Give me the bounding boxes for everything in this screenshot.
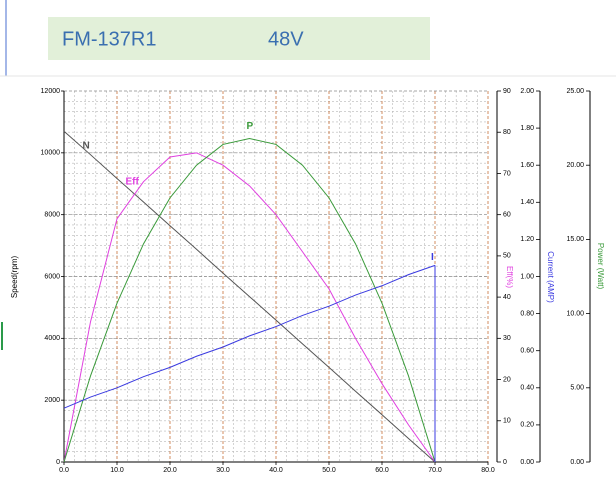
y3-tick-label: 0.80 [520, 310, 534, 317]
y4-tick-label: 5.00 [570, 385, 584, 392]
series-label: Eff [126, 176, 140, 187]
y3-tick-label: 0.00 [520, 459, 534, 466]
y2-tick-label: 60 [503, 212, 511, 219]
y2-tick-label: 10 [503, 418, 511, 425]
voltage: 48V [268, 28, 304, 50]
x-tick-label: 70.0 [428, 467, 442, 474]
x-tick-label: 30.0 [216, 467, 230, 474]
y-tick-label: 10000 [41, 150, 61, 157]
y3-tick-label: 1.60 [520, 162, 534, 169]
y3-axis-title: Current (AMP) [546, 251, 555, 303]
y-tick-label: 2000 [44, 397, 60, 404]
y2-tick-label: 0 [503, 459, 507, 466]
y4-axis-title: Power (Watt) [596, 243, 605, 290]
header-box [48, 17, 430, 60]
y-tick-label: 4000 [44, 335, 60, 342]
x-tick-label: 10.0 [110, 467, 124, 474]
y3-tick-label: 1.00 [520, 273, 534, 280]
y4-tick-label: 15.00 [566, 236, 584, 243]
y-tick-label: 12000 [41, 88, 61, 95]
y3-tick-label: 0.60 [520, 348, 534, 355]
series-line [63, 137, 436, 463]
y3-tick-label: 0.40 [520, 385, 534, 392]
model: FM-137R1 [62, 28, 156, 50]
y-tick-label: 8000 [44, 212, 60, 219]
y4-tick-label: 10.00 [566, 310, 584, 317]
y2-tick-label: 20 [503, 376, 511, 383]
y3-tick-label: 1.80 [520, 125, 534, 132]
y2-tick-label: 70 [503, 170, 511, 177]
y4-tick-label: 0.00 [570, 459, 584, 466]
y-axis-title: Speed(rpm) [10, 256, 19, 299]
y-tick-label: 0 [56, 459, 60, 466]
y4-tick-label: 20.00 [566, 162, 584, 169]
series-line [63, 130, 436, 463]
x-tick-label: 20.0 [163, 467, 177, 474]
y2-tick-label: 30 [503, 335, 511, 342]
series-line [63, 264, 436, 409]
y2-tick-label: 40 [503, 294, 511, 301]
y2-tick-label: 90 [503, 88, 511, 95]
y2-tick-label: 80 [503, 129, 511, 136]
x-tick-label: 80.0 [481, 467, 495, 474]
y4-tick-label: 25.00 [566, 88, 584, 95]
x-tick-label: 50.0 [322, 467, 336, 474]
y3-tick-label: 2.00 [520, 88, 534, 95]
series-label: P [247, 121, 254, 132]
y-tick-label: 6000 [44, 273, 60, 280]
series-label: N [83, 140, 90, 151]
y2-axis-title: Eff(%) [505, 266, 514, 288]
series-line [63, 152, 436, 463]
series-label: I [431, 252, 434, 263]
x-tick-label: 40.0 [269, 467, 283, 474]
y3-tick-label: 0.20 [520, 422, 534, 429]
x-tick-label: 0.0 [59, 467, 69, 474]
y2-tick-label: 50 [503, 253, 511, 260]
y3-tick-label: 1.40 [520, 199, 534, 206]
y3-tick-label: 1.20 [520, 236, 534, 243]
x-tick-label: 60.0 [375, 467, 389, 474]
